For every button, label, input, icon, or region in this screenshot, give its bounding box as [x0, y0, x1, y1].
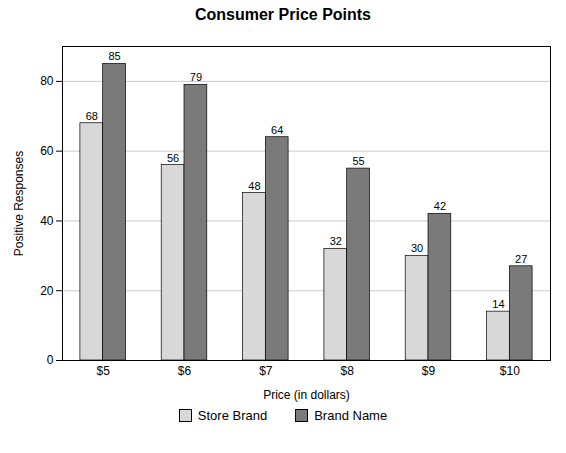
svg-text:$7: $7	[259, 364, 273, 378]
svg-text:27: 27	[515, 253, 527, 265]
html-text:Brand Name: Brand Name	[314, 408, 388, 423]
svg-text:42: 42	[434, 200, 446, 212]
svg-text:$10: $10	[500, 364, 520, 378]
svg-text:20: 20	[40, 284, 54, 298]
svg-text:80: 80	[40, 74, 54, 88]
svg-text:$6: $6	[178, 364, 192, 378]
svg-text:79: 79	[190, 71, 202, 83]
html-text:Consumer Price Points: Consumer Price Points	[195, 6, 371, 23]
svg-text:Positive Responses: Positive Responses	[12, 151, 26, 256]
svg-text:40: 40	[40, 214, 54, 228]
svg-text:48: 48	[248, 180, 260, 192]
svg-text:32: 32	[330, 235, 342, 247]
svg-text:$8: $8	[340, 364, 354, 378]
svg-text:0: 0	[47, 353, 54, 367]
svg-text:60: 60	[40, 144, 54, 158]
html-text:Store Brand: Store Brand	[197, 408, 268, 423]
svg-text:Price (in dollars): Price (in dollars)	[263, 388, 350, 402]
svg-text:64: 64	[271, 124, 283, 136]
svg-text:$9: $9	[422, 364, 436, 378]
svg-text:56: 56	[167, 152, 179, 164]
svg-text:$5: $5	[96, 364, 110, 378]
svg-text:55: 55	[352, 155, 364, 167]
svg-text:30: 30	[411, 242, 423, 254]
svg-text:68: 68	[86, 110, 98, 122]
svg-text:14: 14	[492, 298, 504, 310]
svg-text:85: 85	[108, 50, 120, 62]
